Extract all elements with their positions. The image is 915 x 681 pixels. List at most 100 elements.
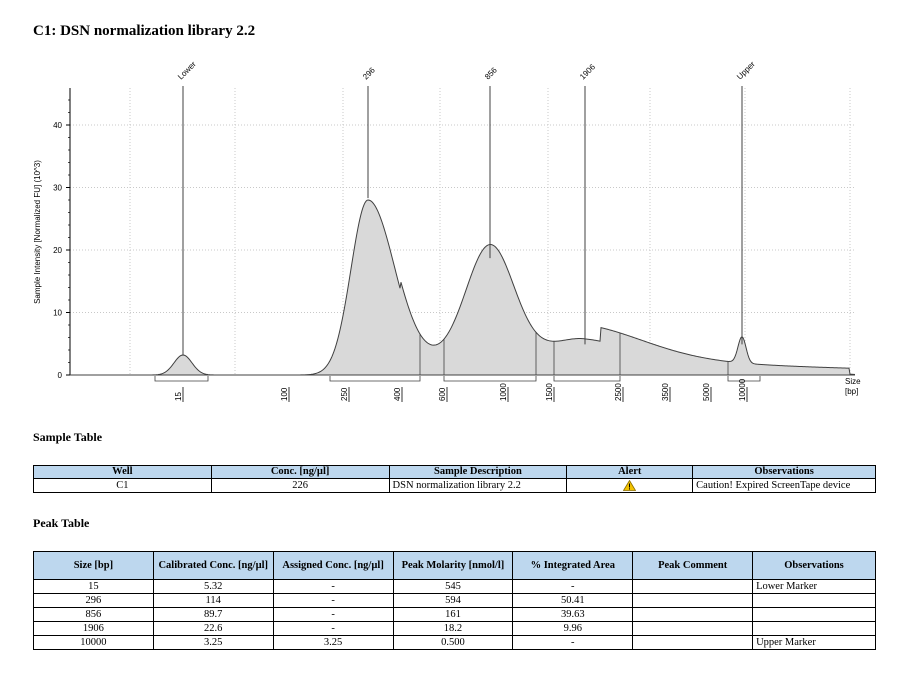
column-header: Well [33,465,212,479]
table-cell: 89.7 [152,607,274,622]
sample-table: Well Conc. [ng/µl] Sample Description Al… [33,465,876,493]
table-cell: 296 [33,593,154,608]
ladder-region [329,376,421,382]
peak-table-title: Peak Table [33,516,90,530]
chart-grid [70,88,855,375]
table-cell [632,579,754,594]
column-header: Conc. [ng/µl] [210,465,390,479]
x-tick-label: 600 [438,387,447,401]
column-header: Sample Description [388,465,568,479]
column-header: Observations [692,465,876,479]
ladder-region [154,376,209,382]
table-cell: 22.6 [152,621,274,636]
ladder-region [443,376,537,382]
table-row: C1 226 DSN normalization library 2.2 Cau… [33,478,876,493]
y-axis-label: Sample Intensity [Normalized FU] (10^3) [33,160,42,304]
x-tick-label: 250 [340,387,349,401]
table-cell: - [272,607,394,622]
table-cell: 161 [392,607,514,622]
table-cell: - [512,579,634,594]
table-cell [752,621,876,636]
x-tick-label: 1500 [545,383,554,401]
table-cell: 856 [33,607,154,622]
table-row: 296 114-594 50.41 [33,593,876,608]
trace-line [70,199,856,376]
table-cell: - [272,621,394,636]
table-cell [632,607,754,622]
x-tick-label: 1000 [499,383,508,401]
x-axis-label-line1: Size [845,377,861,386]
table-cell: 594 [392,593,514,608]
warning-icon [623,479,637,491]
conc-cell: 226 [210,478,390,493]
ladder-region [553,376,621,382]
peak-table: Size [bp] Calibrated Conc. [ng/µl] Assig… [33,551,876,650]
x-axis-label-line2: [bp] [845,387,858,396]
table-cell: 50.41 [512,593,634,608]
x-tick-label: 15 [174,392,183,401]
y-tick-label: 10 [53,309,62,318]
table-cell: 3.25 [152,635,274,650]
x-tick-label: 2500 [614,383,623,401]
peak-label: Lower [176,59,198,81]
y-tick-label: 0 [58,371,63,380]
column-header: Peak Molarity [nmol/l] [392,551,514,580]
table-cell [752,607,876,622]
table-cell: 39.63 [512,607,634,622]
observations-cell: Caution! Expired ScreenTape device [692,478,876,493]
trace-area [70,200,855,375]
table-cell: - [512,635,634,650]
table-cell: 3.25 [272,635,394,650]
table-cell [632,621,754,636]
table-cell: 1906 [33,621,154,636]
peak-table-body: 15 5.32-545- Lower Marker 296 114-594 50.41 85… [33,579,876,650]
table-row: 15 5.32-545- Lower Marker [33,579,876,594]
table-cell: 18.2 [392,621,514,636]
x-tick-label: 100 [280,387,289,401]
table-cell [752,593,876,608]
integration-dividers [419,332,729,375]
x-tick-label: 400 [393,387,402,401]
peak-label: 296 [361,65,377,81]
y-tick-label: 40 [53,121,62,130]
table-cell: - [272,579,394,594]
table-cell: 114 [152,593,274,608]
table-cell: 0.500 [392,635,514,650]
chart-axes: 0 10 20 30 40 [53,88,855,380]
table-cell: 15 [33,579,154,594]
table-row: 1906 22.6-18.2 9.96 [33,621,876,636]
sample-table-header: Well Conc. [ng/µl] Sample Description Al… [33,465,876,479]
x-tick-label: 3500 [661,383,670,401]
table-cell [632,635,754,650]
sample-table-title: Sample Table [33,430,103,444]
table-row: 856 89.7-161 39.63 [33,607,876,622]
column-header: Peak Comment [632,551,754,580]
electropherogram-chart: Lower 296 856 1906 Upper 0 10 20 30 40 15 100 250 4… [33,59,861,402]
table-cell: Upper Marker [752,635,876,650]
peak-label: 856 [483,65,499,81]
y-tick-label: 30 [53,184,62,193]
table-cell: 9.96 [512,621,634,636]
column-header: Calibrated Conc. [ng/µl] [152,551,274,580]
page-title: C1: DSN normalization library 2.2 [33,23,256,39]
column-header: Size [bp] [33,551,154,580]
column-header: % Integrated Area [512,551,634,580]
table-cell: 10000 [33,635,154,650]
well-cell: C1 [33,478,212,493]
peak-table-header: Size [bp] Calibrated Conc. [ng/µl] Assig… [33,551,876,580]
column-header: Alert [566,465,694,479]
y-tick-label: 20 [53,246,62,255]
x-tick-label: 5000 [702,383,711,401]
ladder-region [727,376,761,382]
column-header: Observations [752,551,876,580]
peak-label: Upper [735,59,757,81]
table-cell: - [272,593,394,608]
alert-cell [566,478,694,493]
table-cell: 5.32 [152,579,274,594]
table-cell [632,593,754,608]
column-header: Assigned Conc. [ng/µl] [272,551,394,580]
peak-label: 1906 [578,62,597,81]
table-row: 10000 3.25 3.25 0.500- Upper Marker [33,635,876,650]
x-tick-label: 10000 [738,378,747,401]
table-cell: Lower Marker [752,579,876,594]
